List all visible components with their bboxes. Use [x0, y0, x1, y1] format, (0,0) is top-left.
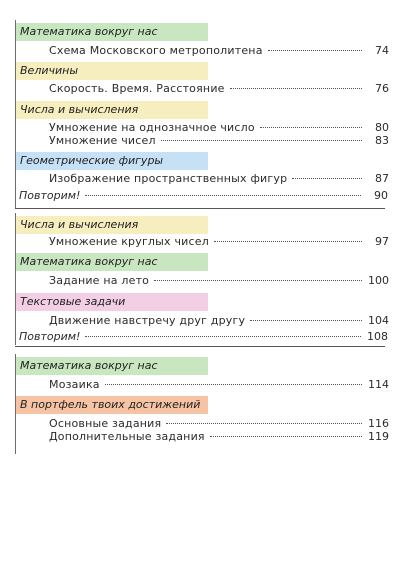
entry-title: Умножение круглых чисел: [49, 235, 209, 248]
section-heading: Геометрические фигуры: [16, 152, 208, 170]
section-divider: [15, 208, 385, 209]
dot-leader: [250, 320, 362, 321]
review-entry: Повторим! 90: [19, 189, 388, 202]
entry-title: Изображение пространственных фигур: [49, 172, 288, 185]
dot-leader: [85, 195, 361, 196]
toc-entry: Основные задания 116: [49, 417, 389, 430]
dot-leader: [85, 336, 361, 337]
toc-entry: Изображение пространственных фигур 87: [49, 172, 389, 185]
entry-title: Умножение на однозначное число: [49, 121, 255, 134]
toc-entry: Скорость. Время. Расстояние 76: [49, 82, 389, 95]
section-heading: Математика вокруг нас: [16, 23, 208, 41]
entry-page: 108: [367, 330, 388, 343]
toc-entry: Схема Московского метрополитена 74: [49, 44, 389, 57]
dot-leader: [154, 280, 362, 281]
dot-leader: [259, 127, 362, 128]
dot-leader: [292, 178, 362, 179]
entry-page: 90: [374, 189, 388, 202]
toc-entry: Движение навстречу друг другу 104: [49, 314, 389, 327]
entry-page: 80: [375, 121, 389, 134]
toc-entry: Мозаика 114: [49, 378, 389, 391]
entry-page: 97: [375, 235, 389, 248]
entry-title: Основные задания: [49, 417, 162, 430]
entry-page: 119: [368, 430, 389, 443]
entry-title: Дополнительные задания: [49, 430, 205, 443]
entry-page: 74: [375, 44, 389, 57]
toc-entry: Умножение круглых чисел 97: [49, 235, 389, 248]
toc-entry: Дополнительные задания 119: [49, 430, 389, 443]
section-divider: [15, 346, 385, 347]
entry-page: 87: [375, 172, 389, 185]
entry-title: Скорость. Время. Расстояние: [49, 82, 225, 95]
entry-page: 76: [375, 82, 389, 95]
dot-leader: [160, 140, 362, 141]
dot-leader: [209, 436, 362, 437]
section-heading: Математика вокруг нас: [16, 357, 208, 375]
section-heading: Величины: [16, 62, 208, 80]
dot-leader: [267, 50, 362, 51]
dot-leader: [104, 384, 362, 385]
section-heading: Текстовые задачи: [16, 293, 208, 311]
dot-leader: [213, 241, 362, 242]
section-heading: В портфель твоих достижений: [16, 396, 208, 414]
entry-title: Задание на лето: [49, 274, 150, 287]
section-heading: Числа и вычисления: [16, 101, 208, 119]
entry-title: Движение навстречу друг другу: [49, 314, 246, 327]
entry-title: Умножение чисел: [49, 134, 156, 147]
review-entry: Повторим! 108: [19, 330, 388, 343]
toc-entry: Умножение чисел 83: [49, 134, 389, 147]
entry-page: 116: [368, 417, 389, 430]
review-title: Повторим!: [19, 330, 81, 343]
review-title: Повторим!: [19, 189, 81, 202]
entry-title: Мозаика: [49, 378, 100, 391]
section-heading: Числа и вычисления: [16, 216, 208, 234]
entry-page: 83: [375, 134, 389, 147]
toc-group-3: Математика вокруг нас Мозаика 114 В порт…: [15, 354, 389, 454]
section-heading: Математика вокруг нас: [16, 253, 208, 271]
entry-page: 104: [368, 314, 389, 327]
entry-page: 114: [368, 378, 389, 391]
toc-group-2: Числа и вычисления Умножение круглых чис…: [15, 213, 389, 345]
dot-leader: [229, 88, 362, 89]
entry-title: Схема Московского метрополитена: [49, 44, 263, 57]
entry-page: 100: [368, 274, 389, 287]
toc-entry: Задание на лето 100: [49, 274, 389, 287]
toc-group-1: Математика вокруг нас Схема Московского …: [15, 20, 389, 208]
dot-leader: [166, 423, 362, 424]
toc-entry: Умножение на однозначное число 80: [49, 121, 389, 134]
